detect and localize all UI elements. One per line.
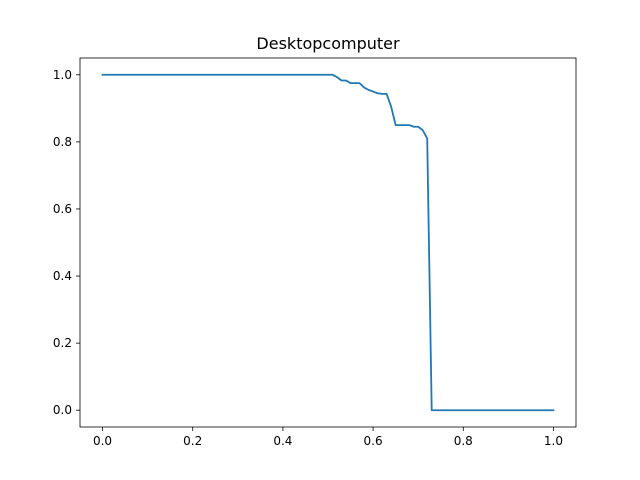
- y-axis-ticks: 0.0 0.2 0.4 0.6 0.8 1.0: [53, 68, 80, 417]
- x-tick-label: 0.8: [454, 434, 473, 448]
- axes-frame: [79, 57, 577, 428]
- y-tick-label: 0.4: [53, 269, 72, 283]
- chart-title: Desktopcomputer: [256, 34, 400, 53]
- x-tick-label: 0.0: [93, 434, 112, 448]
- x-tick-label: 0.6: [364, 434, 383, 448]
- series-layer: [101, 73, 555, 412]
- series-line-0: [101, 73, 555, 412]
- y-tick-label: 0.6: [53, 202, 72, 216]
- x-tick-label: 0.4: [273, 434, 292, 448]
- x-tick-label: 0.2: [183, 434, 202, 448]
- y-tick-label: 0.2: [53, 336, 72, 350]
- x-tick-label: 1.0: [544, 434, 563, 448]
- x-axis-ticks: 0.0 0.2 0.4 0.6 0.8 1.0: [93, 427, 563, 448]
- y-tick-label: 0.0: [53, 403, 72, 417]
- y-tick-label: 1.0: [53, 68, 72, 82]
- y-tick-label: 0.8: [53, 135, 72, 149]
